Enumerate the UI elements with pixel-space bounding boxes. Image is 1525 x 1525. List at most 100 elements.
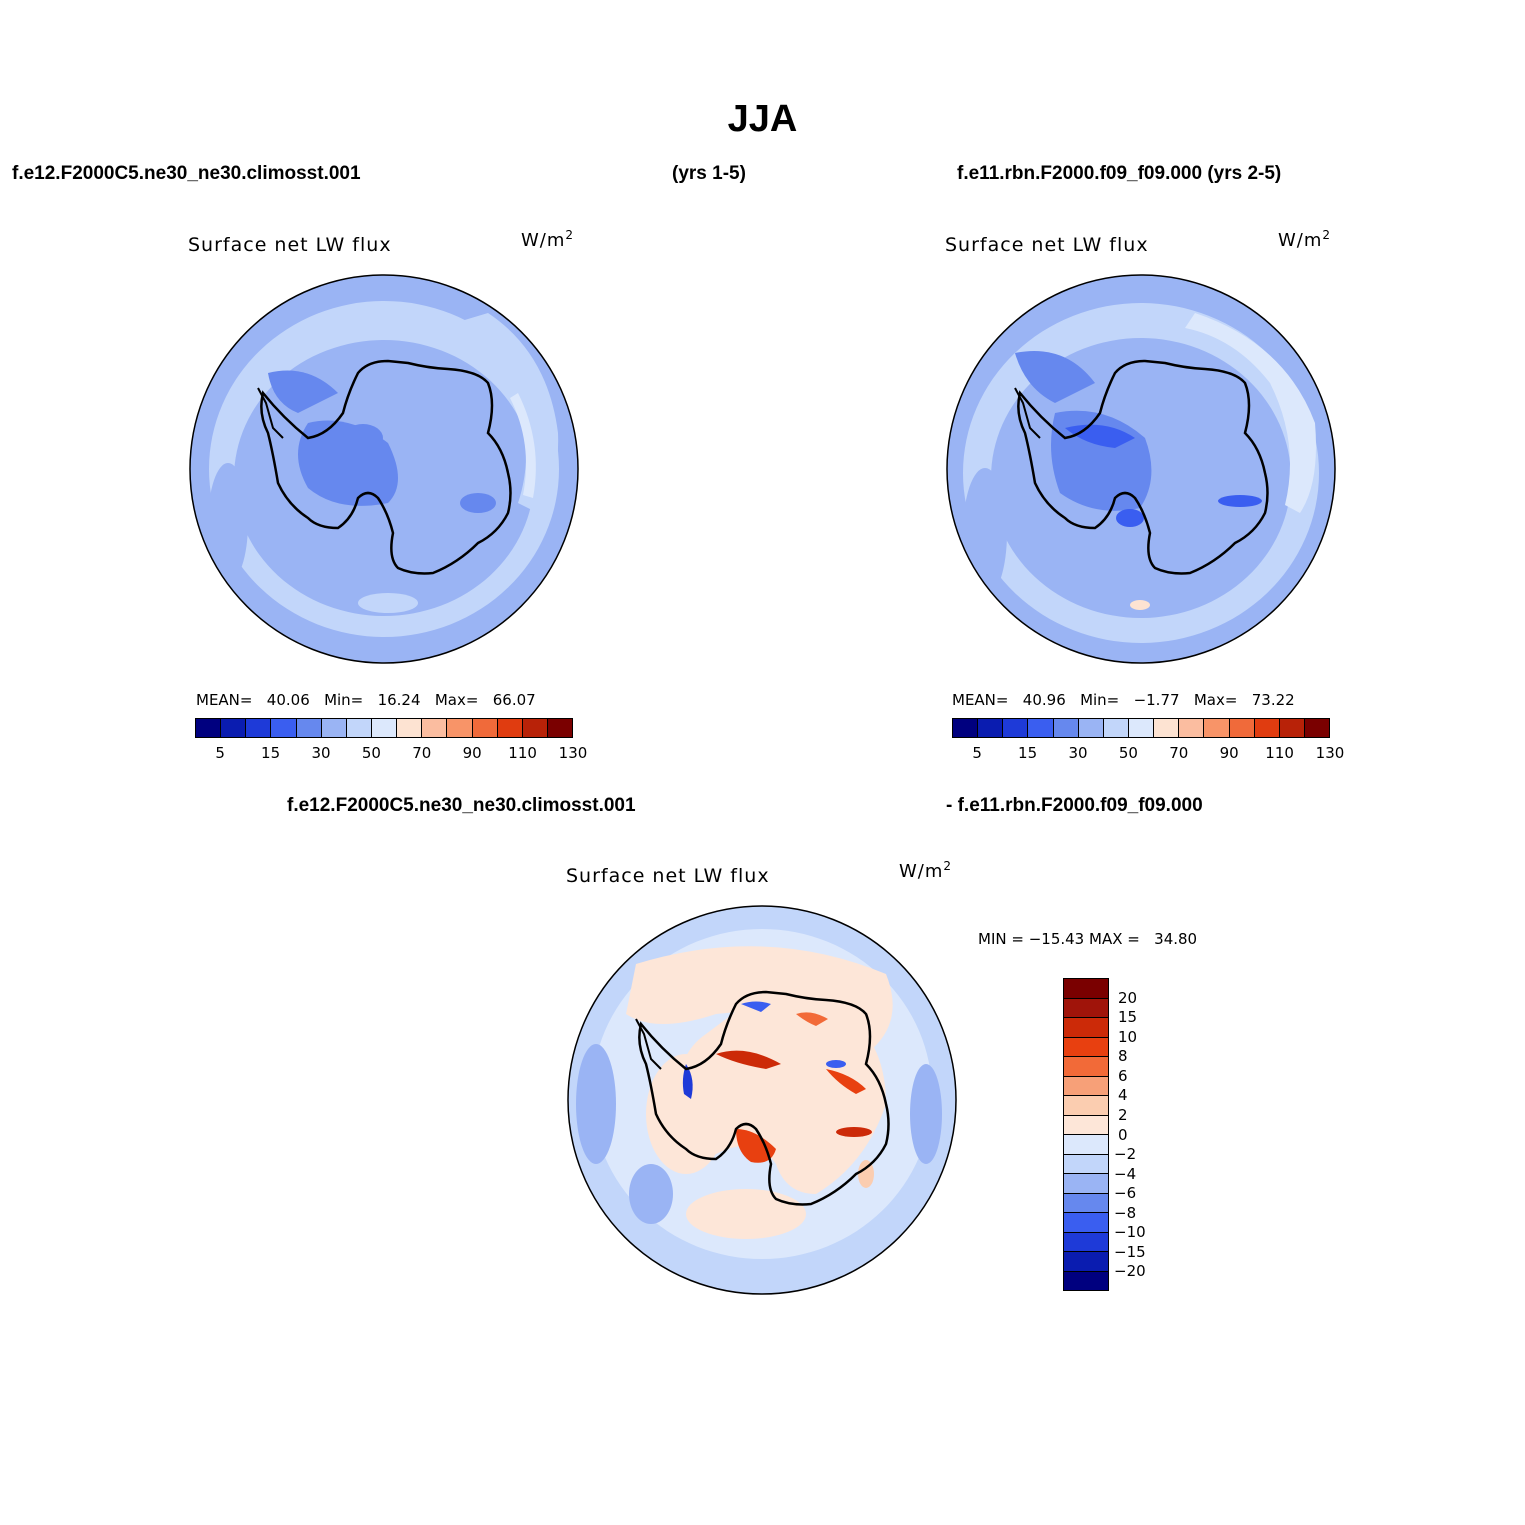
colorbar-tick-label: 50: [361, 744, 381, 762]
colorbar-tick-label: 8: [1118, 1047, 1128, 1066]
colorbar-swatch: [1064, 1096, 1108, 1116]
diff-coastline: [638, 990, 890, 1206]
colorbar-tick-label: 130: [558, 744, 588, 762]
colorbar-tick-label: −20: [1114, 1262, 1146, 1281]
panel1-units: W/m2: [521, 228, 575, 251]
colorbar-swatch: [1128, 719, 1155, 737]
colorbar-swatch: [1064, 1232, 1108, 1252]
colorbar-swatch: [1064, 1018, 1108, 1038]
diff-antarctica-map: [567, 905, 957, 1295]
colorbar-tick-label: −4: [1114, 1164, 1137, 1183]
colorbar-swatch: [371, 719, 398, 737]
panel2-antarctica-map: [946, 274, 1336, 664]
panel2-colorbar: [952, 718, 1330, 738]
colorbar-swatch: [1064, 1057, 1108, 1077]
colorbar-tick-label: 15: [1018, 744, 1038, 762]
colorbar-tick-label: 90: [462, 744, 482, 762]
colorbar-swatch: [1064, 1115, 1108, 1135]
colorbar-swatch: [472, 719, 498, 737]
panel1-stats: MEAN= 40.06 Min= 16.24 Max= 66.07: [196, 691, 536, 709]
colorbar-swatch: [196, 719, 222, 737]
colorbar-tick-label: 0: [1118, 1125, 1128, 1144]
colorbar-swatch: [1003, 719, 1029, 737]
colorbar-swatch: [397, 719, 423, 737]
colorbar-tick-label: 30: [311, 744, 331, 762]
colorbar-swatch: [1064, 979, 1108, 999]
colorbar-swatch: [1064, 1154, 1108, 1174]
colorbar-tick-label: 110: [508, 744, 537, 762]
colorbar-tick-label: 30: [1068, 744, 1088, 762]
colorbar-swatch: [547, 719, 573, 737]
colorbar-swatch: [1064, 1271, 1108, 1290]
colorbar-tick-label: 20: [1118, 988, 1138, 1007]
diff-title-left: f.e12.F2000C5.ne30_ne30.climosst.001: [287, 795, 636, 816]
colorbar-swatch: [1254, 719, 1280, 737]
panel2-units: W/m2: [1278, 228, 1332, 251]
colorbar-tick-label: 70: [412, 744, 432, 762]
diff-units: W/m2: [899, 859, 953, 882]
panel1-variable-title: Surface net LW flux: [188, 234, 392, 256]
panel1-coastline: [260, 359, 512, 575]
colorbar-tick-label: 6: [1118, 1066, 1128, 1085]
right-case-title: f.e11.rbn.F2000.f09_f09.000 (yrs 2-5): [957, 163, 1282, 184]
panel1-antarctica-map: [189, 274, 579, 664]
colorbar-swatch: [321, 719, 347, 737]
colorbar-swatch: [1028, 719, 1054, 737]
colorbar-swatch: [346, 719, 372, 737]
colorbar-swatch: [497, 719, 523, 737]
colorbar-tick-label: 15: [261, 744, 281, 762]
panel2-coastline: [1017, 359, 1269, 575]
colorbar-swatch: [1279, 719, 1305, 737]
colorbar-swatch: [296, 719, 322, 737]
colorbar-tick-label: 70: [1169, 744, 1189, 762]
colorbar-tick-label: −2: [1114, 1145, 1137, 1164]
colorbar-swatch: [1064, 1193, 1108, 1213]
years-label: (yrs 1-5): [672, 163, 746, 184]
colorbar-swatch: [953, 719, 979, 737]
colorbar-swatch: [447, 719, 473, 737]
diff-variable-title: Surface net LW flux: [566, 865, 770, 887]
colorbar-swatch: [1179, 719, 1205, 737]
colorbar-tick-label: 50: [1118, 744, 1138, 762]
colorbar-swatch: [1078, 719, 1104, 737]
colorbar-tick-label: −15: [1114, 1242, 1146, 1261]
colorbar-swatch: [1064, 1135, 1108, 1155]
colorbar-tick-label: −10: [1114, 1223, 1146, 1242]
colorbar-swatch: [1064, 1076, 1108, 1096]
colorbar-tick-label: −8: [1114, 1203, 1137, 1222]
colorbar-swatch: [246, 719, 272, 737]
colorbar-swatch: [422, 719, 448, 737]
colorbar-swatch: [1103, 719, 1129, 737]
colorbar-swatch: [271, 719, 297, 737]
diff-stats: MIN = −15.43 MAX = 34.80: [978, 930, 1198, 948]
colorbar-tick-label: 90: [1219, 744, 1239, 762]
panel2-stats: MEAN= 40.96 Min= −1.77 Max= 73.22: [952, 691, 1295, 709]
colorbar-swatch: [1064, 1037, 1108, 1057]
diff-colorbar: [1063, 978, 1109, 1291]
colorbar-tick-label: 110: [1265, 744, 1294, 762]
colorbar-swatch: [1064, 998, 1108, 1018]
colorbar-tick-label: 130: [1315, 744, 1345, 762]
colorbar-tick-label: 4: [1118, 1086, 1128, 1105]
colorbar-swatch: [1064, 1252, 1108, 1272]
colorbar-tick-label: 5: [215, 744, 225, 762]
colorbar-tick-label: 15: [1118, 1008, 1138, 1027]
figure-title: JJA: [727, 98, 798, 140]
diff-title-right: - f.e11.rbn.F2000.f09_f09.000: [946, 795, 1203, 816]
panel1-colorbar: [195, 718, 573, 738]
colorbar-swatch: [1229, 719, 1255, 737]
colorbar-swatch: [1154, 719, 1180, 737]
colorbar-swatch: [1204, 719, 1230, 737]
colorbar-tick-label: 2: [1118, 1105, 1128, 1124]
left-case-title: f.e12.F2000C5.ne30_ne30.climosst.001: [12, 163, 361, 184]
colorbar-tick-label: 5: [972, 744, 982, 762]
colorbar-swatch: [1064, 1174, 1108, 1194]
colorbar-swatch: [221, 719, 247, 737]
panel2-variable-title: Surface net LW flux: [945, 234, 1149, 256]
colorbar-swatch: [522, 719, 548, 737]
colorbar-swatch: [1064, 1213, 1108, 1233]
colorbar-tick-label: 10: [1118, 1027, 1138, 1046]
colorbar-swatch: [1304, 719, 1330, 737]
colorbar-swatch: [1053, 719, 1079, 737]
colorbar-tick-label: −6: [1114, 1184, 1137, 1203]
